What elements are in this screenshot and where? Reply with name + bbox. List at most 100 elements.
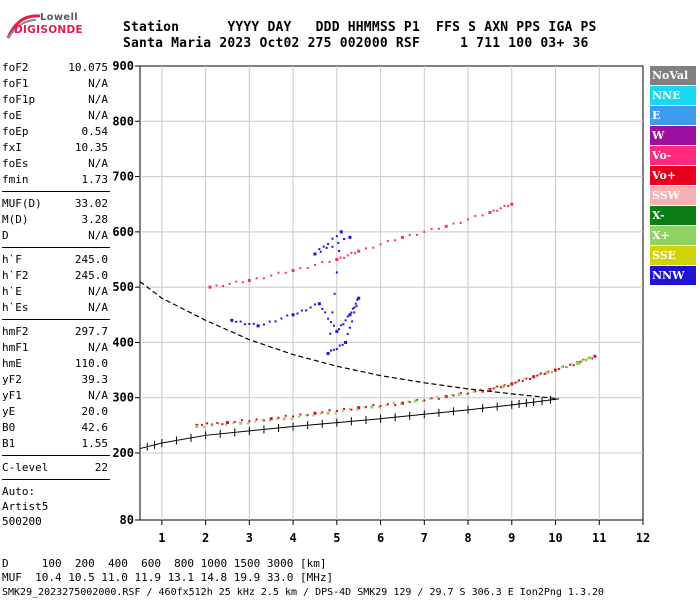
data-point-vo- [394,239,397,242]
data-point-vo- [379,243,382,246]
distance-scale-row: D 100 200 400 600 800 1000 1500 3000 [km… [2,557,327,570]
data-point-vo- [532,375,536,379]
data-point-x- [516,381,519,384]
data-point-nnw [350,311,353,314]
data-point-x- [297,415,300,418]
data-point-vo- [270,274,273,277]
data-point-x- [523,377,526,380]
data-point-vo- [277,416,280,419]
data-point-x- [305,413,308,416]
data-point-x- [225,423,228,426]
electron-density-profile-curve [139,281,559,400]
data-point-vo- [400,235,404,239]
data-point-nnw [340,324,343,327]
data-point-nnw [346,332,349,335]
data-point-vo- [321,261,324,264]
data-point-vo- [255,277,258,280]
data-point-x- [587,357,590,360]
data-point-nnw [300,309,303,312]
data-point-nnw [341,343,344,346]
legend-item-w: W [650,126,696,145]
x-tick-label: 10 [548,531,562,545]
data-point-vo- [452,222,455,225]
data-point-vo- [357,249,361,253]
data-point-nnw [338,250,341,253]
param-row: hmF1 N/A [2,341,108,354]
muf-scale-row: MUF 10.4 10.5 11.0 11.9 13.1 14.8 19.9 3… [2,571,334,584]
data-point-vo- [430,227,433,230]
legend-item-nnw: NNW [650,266,696,285]
data-point-x- [385,404,388,407]
data-point-x- [451,393,454,396]
param-row: MUF(D) 33.02 [2,197,108,210]
data-point-nnw [348,235,352,239]
param-row: C-level 22 [2,461,108,474]
data-point-vo- [503,204,506,207]
data-point-nnw [256,324,260,328]
data-point-vo- [400,401,404,405]
x-tick-label: 11 [592,531,606,545]
data-point-vo- [499,207,502,210]
param-row: foF1p N/A [2,93,108,106]
legend-item-x-: X+ [650,226,696,245]
data-point-nnw [296,312,299,315]
divider [2,455,110,456]
legend-item-sse: SSE [650,246,696,265]
data-point-x- [429,397,432,400]
data-point-nnw [353,311,356,314]
data-point-vo- [241,419,244,422]
data-point-vo- [507,205,510,208]
data-point-nnw [343,238,346,241]
data-point-vo- [437,227,440,230]
divider [2,319,110,320]
data-point-nnw [339,230,343,234]
data-point-x- [334,412,337,415]
data-point-nnw [239,320,242,323]
y-tick-label: 400 [112,335,134,349]
data-point-vo- [430,397,433,400]
y-tick-label: 900 [112,59,134,73]
data-point-x- [509,384,512,387]
data-point-x- [465,393,468,396]
data-point-x- [589,356,593,360]
data-point-vo- [444,395,448,399]
data-point-x- [472,390,475,393]
scaled-parameters-panel: foF2 10.075 foF1 N/A foF1p N/A foE N/A foEp 0… [2,60,110,529]
data-point-vo- [510,382,514,386]
data-point-vo- [572,364,575,367]
header-labels: Station YYYY DAY DDD HHMMSS P1 FFS S AXN… [123,20,597,35]
params-group-critical-frequencies: foF2 10.075 foF1 N/A foF1p N/A foE N/A foEp 0… [2,60,110,188]
data-point-x- [282,417,286,421]
data-point-x- [399,402,402,405]
data-point-x- [457,392,461,396]
data-point-x- [246,422,249,425]
data-point-vo- [529,378,532,381]
data-point-vo- [364,247,367,250]
data-point-nnw [324,311,327,314]
data-point-nnw [309,306,312,309]
data-point-x- [494,386,497,389]
param-row: M(D) 3.28 [2,213,108,226]
param-row: foE N/A [2,109,108,122]
data-point-nnw [327,317,330,320]
logo-swoosh-icon [6,14,41,39]
data-point-vo- [569,363,572,366]
data-point-nnw [344,340,348,344]
data-point-vo- [488,387,492,391]
y-tick-label: 700 [112,170,134,184]
x-tick-label: 12 [636,531,650,545]
data-point-x- [276,417,279,420]
autoscaling-info: Auto: Artist5 500200 [2,484,110,529]
data-point-vo- [233,420,236,423]
param-row: hmF2 297.7 [2,325,108,338]
data-point-x- [501,385,505,389]
data-point-nnw [262,323,265,326]
data-point-vo- [579,360,582,363]
legend-item-vo-: Vo- [650,146,696,165]
data-point-nnw [344,319,347,322]
x-tick-label: 4 [289,531,296,545]
data-point-vo- [306,414,309,417]
data-point-vo- [372,246,375,249]
data-point-vo- [225,421,229,425]
data-point-vo- [335,409,338,412]
